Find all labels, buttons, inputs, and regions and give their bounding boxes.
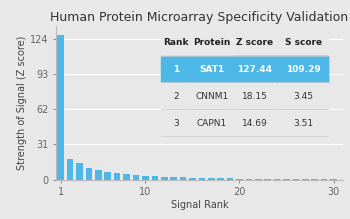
Bar xyxy=(114,173,120,180)
Text: Rank: Rank xyxy=(163,38,189,47)
Bar xyxy=(123,175,130,180)
Bar xyxy=(279,30,328,56)
Text: CAPN1: CAPN1 xyxy=(197,119,227,128)
Text: CNNM1: CNNM1 xyxy=(195,92,228,101)
Text: 1: 1 xyxy=(173,65,179,74)
Text: 3.45: 3.45 xyxy=(294,92,314,101)
Bar xyxy=(321,179,328,180)
Text: 18.15: 18.15 xyxy=(242,92,268,101)
Text: 14.69: 14.69 xyxy=(242,119,268,128)
Bar xyxy=(161,110,190,136)
Bar xyxy=(104,172,111,180)
Bar xyxy=(152,176,158,180)
Text: S score: S score xyxy=(285,38,322,47)
Bar xyxy=(330,179,337,180)
Bar xyxy=(312,179,318,180)
Text: 109.29: 109.29 xyxy=(286,65,321,74)
Bar xyxy=(208,178,215,180)
Bar xyxy=(170,177,177,180)
Bar xyxy=(86,168,92,180)
Bar xyxy=(232,30,276,56)
Text: Protein: Protein xyxy=(193,38,230,47)
Bar xyxy=(161,30,190,56)
X-axis label: Signal Rank: Signal Rank xyxy=(171,200,228,210)
Bar xyxy=(193,110,230,136)
Text: SAT1: SAT1 xyxy=(199,65,224,74)
Bar xyxy=(274,179,280,180)
Bar xyxy=(142,176,149,180)
Bar xyxy=(161,83,190,109)
Bar xyxy=(217,178,224,180)
Bar xyxy=(67,159,73,180)
Bar xyxy=(161,56,328,82)
Bar xyxy=(232,83,276,109)
Bar xyxy=(265,179,271,180)
Bar xyxy=(95,170,101,180)
Bar xyxy=(293,179,299,180)
Text: 3: 3 xyxy=(173,119,179,128)
Text: 127.44: 127.44 xyxy=(237,65,272,74)
Bar xyxy=(193,83,230,109)
Bar xyxy=(227,178,233,180)
Bar xyxy=(255,179,261,180)
Bar xyxy=(246,179,252,180)
Bar xyxy=(232,56,328,82)
Bar xyxy=(133,175,139,180)
Title: Human Protein Microarray Specificity Validation: Human Protein Microarray Specificity Val… xyxy=(50,11,349,24)
Bar xyxy=(76,163,83,180)
Bar xyxy=(236,178,243,180)
Bar xyxy=(283,179,290,180)
Bar xyxy=(198,178,205,180)
Bar xyxy=(302,179,309,180)
Bar xyxy=(279,83,328,109)
Bar xyxy=(232,110,276,136)
Bar xyxy=(189,178,196,180)
Bar xyxy=(161,177,168,180)
Bar xyxy=(57,35,64,180)
Text: 2: 2 xyxy=(173,92,178,101)
Y-axis label: Strength of Signal (Z score): Strength of Signal (Z score) xyxy=(17,36,27,170)
Bar xyxy=(193,30,230,56)
Text: 3.51: 3.51 xyxy=(293,119,314,128)
Text: Z score: Z score xyxy=(236,38,273,47)
Bar xyxy=(279,110,328,136)
Bar xyxy=(180,177,186,180)
